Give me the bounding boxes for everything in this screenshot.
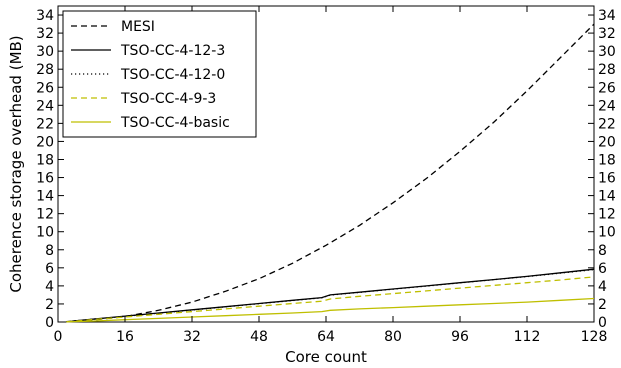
y-tick-label-right: 6: [598, 261, 607, 277]
y-tick-label: 6: [45, 261, 54, 277]
y-tick-label: 16: [36, 171, 54, 187]
series-line-3: [66, 276, 595, 323]
y-tick-label-right: 4: [598, 279, 607, 295]
x-tick-label: 96: [451, 329, 469, 345]
y-tick-label-right: 20: [598, 134, 616, 150]
x-tick-label: 32: [183, 329, 201, 345]
x-tick-label: 0: [54, 329, 63, 345]
y-tick-label-right: 0: [598, 315, 607, 331]
x-tick-label: 64: [317, 329, 335, 345]
y-tick-label: 28: [36, 62, 54, 78]
series-line-0: [66, 23, 595, 323]
y-tick-label: 10: [36, 225, 54, 241]
y-tick-label: 12: [36, 207, 54, 223]
x-tick-label: 48: [250, 329, 268, 345]
y-tick-label: 32: [36, 26, 54, 42]
series-line-2: [66, 268, 595, 323]
legend-label: TSO-CC-4-12-3: [120, 43, 225, 59]
y-tick-label-right: 16: [598, 171, 616, 187]
y-tick-label: 20: [36, 134, 54, 150]
legend-label: TSO-CC-4-basic: [120, 115, 230, 131]
y-tick-label-right: 12: [598, 207, 616, 223]
y-tick-label: 30: [36, 44, 54, 60]
y-tick-label-right: 30: [598, 44, 616, 60]
y-tick-label: 34: [36, 8, 54, 24]
y-tick-label-right: 22: [598, 116, 616, 132]
y-tick-label: 2: [45, 297, 54, 313]
y-tick-label: 8: [45, 243, 54, 259]
x-tick-label: 16: [116, 329, 134, 345]
y-tick-label: 4: [45, 279, 54, 295]
x-tick-label: 80: [384, 329, 402, 345]
series-line-4: [66, 297, 595, 323]
legend-label: TSO-CC-4-9-3: [120, 91, 216, 107]
y-tick-label-right: 18: [598, 152, 616, 168]
x-tick-label: 112: [514, 329, 541, 345]
y-tick-label: 18: [36, 152, 54, 168]
y-tick-label: 22: [36, 116, 54, 132]
y-tick-label-right: 32: [598, 26, 616, 42]
y-tick-label-right: 8: [598, 243, 607, 259]
y-tick-label-right: 2: [598, 297, 607, 313]
x-axis-label: Core count: [285, 348, 367, 366]
legend-label: TSO-CC-4-12-0: [120, 67, 225, 83]
y-tick-label: 24: [36, 98, 54, 114]
x-tick-label: 128: [581, 329, 608, 345]
series-line-1: [66, 268, 595, 323]
y-tick-label: 14: [36, 189, 54, 205]
y-tick-label: 26: [36, 80, 54, 96]
legend-label: MESI: [121, 19, 155, 35]
y-tick-label-right: 26: [598, 80, 616, 96]
y-tick-label-right: 10: [598, 225, 616, 241]
y-tick-label: 0: [45, 315, 54, 331]
series-layer: [66, 23, 595, 323]
y-tick-label-right: 34: [598, 8, 616, 24]
y-tick-label-right: 28: [598, 62, 616, 78]
legend: MESI TSO-CC-4-12-3 TSO-CC-4-12-0 TSO-CC-4-9…: [62, 10, 257, 138]
y-axis-label: Coherence storage overhead (MB): [7, 35, 25, 292]
y-tick-label-right: 24: [598, 98, 616, 114]
y-tick-label-right: 14: [598, 189, 616, 205]
